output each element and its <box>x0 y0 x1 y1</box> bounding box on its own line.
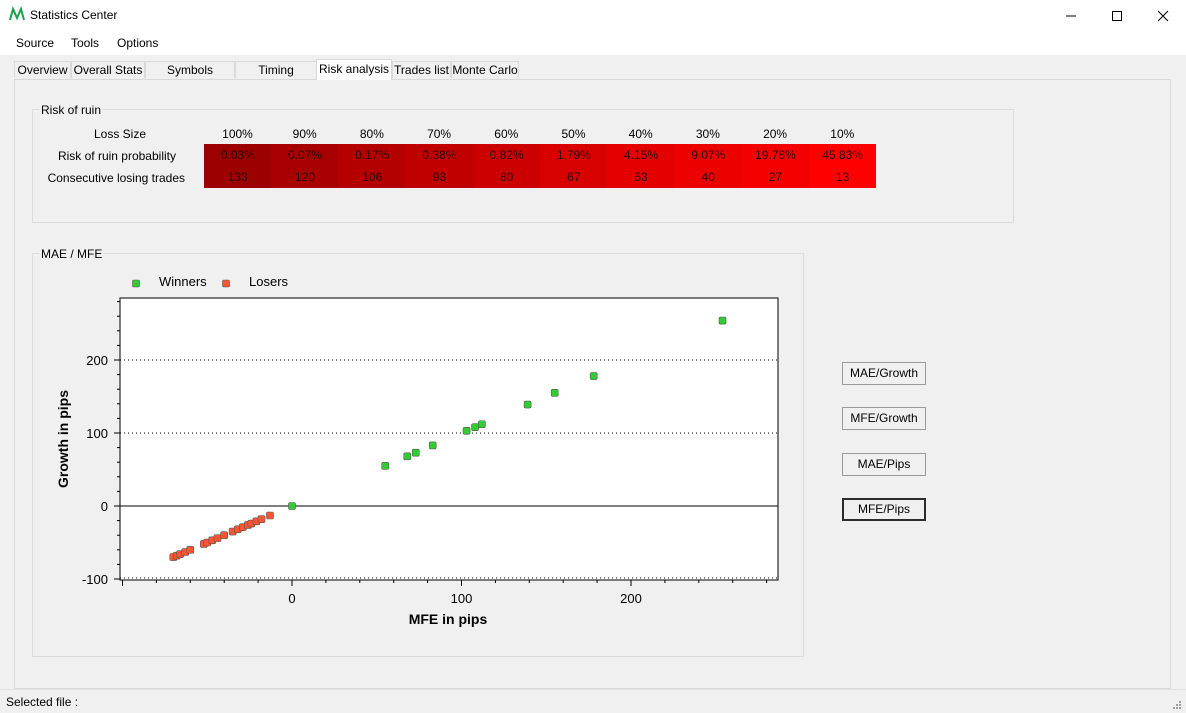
losing-trades-cell: 120 <box>271 166 339 188</box>
y-tick-label: -100 <box>82 572 108 587</box>
menu-options[interactable]: Options <box>117 36 159 50</box>
losing-trades-label: Consecutive losing trades <box>47 171 185 185</box>
y-tick-label: 100 <box>86 426 108 441</box>
minimize-button[interactable] <box>1048 0 1094 31</box>
losing-trades-cell: 93 <box>405 166 474 188</box>
loser-point <box>213 534 222 542</box>
probability-cell: 0.07% <box>271 144 339 166</box>
y-tick-label: 200 <box>86 353 108 368</box>
winner-point <box>462 427 471 435</box>
loss-size-header: 30% <box>695 127 720 141</box>
probability-cell: 19.78% <box>741 144 810 166</box>
tab-trades-list[interactable]: Trades list <box>392 61 451 78</box>
close-icon <box>1157 10 1169 22</box>
tab-overview[interactable]: Overview <box>14 61 71 78</box>
menu-tools[interactable]: Tools <box>71 36 100 50</box>
losing-trades-cell: 53 <box>607 166 675 188</box>
x-tick-label: 0 <box>288 591 295 606</box>
probability-cell: 0.82% <box>472 144 541 166</box>
y-axis-label: Growth in pips <box>55 390 71 488</box>
tab-overall-stats[interactable]: Overall Stats <box>71 61 145 78</box>
winner-point <box>589 372 598 380</box>
loss-size-header: 50% <box>561 127 586 141</box>
mae-pips-button[interactable]: MAE/Pips <box>842 453 926 476</box>
probability-cell: 0.03% <box>204 144 272 166</box>
loss-size-header: 90% <box>292 127 317 141</box>
loss-size-header: 20% <box>763 127 788 141</box>
x-axis-label: MFE in pips <box>409 611 488 627</box>
mae-growth-button[interactable]: MAE/Growth <box>842 362 926 385</box>
losing-trades-cell: 27 <box>741 166 810 188</box>
mae-mfe-group: MAE / MFE <box>32 247 804 657</box>
probability-cell: 9.07% <box>674 144 743 166</box>
winner-point <box>523 400 532 409</box>
probability-cell: 4.15% <box>607 144 675 166</box>
winner-point <box>381 462 390 470</box>
app-logo-icon <box>9 6 25 21</box>
probability-cell: 0.17% <box>338 144 407 166</box>
loss-size-header: 60% <box>494 127 519 141</box>
close-button[interactable] <box>1140 0 1186 31</box>
risk-probability-label: Risk of ruin probability <box>57 149 176 163</box>
loss-size-header: 40% <box>628 127 653 141</box>
legend-label: Losers <box>249 274 289 289</box>
legend-marker <box>222 279 230 288</box>
winner-point <box>471 423 479 431</box>
x-tick-label: 200 <box>620 591 642 606</box>
maximize-button[interactable] <box>1094 0 1140 31</box>
probability-cell: 0.38% <box>405 144 474 166</box>
loss-size-label: Loss Size <box>93 127 146 141</box>
loss-size-header: 70% <box>427 127 452 141</box>
winner-point <box>478 420 486 429</box>
risk-of-ruin-label: Risk of ruin <box>39 103 104 117</box>
probability-cell: 1.79% <box>540 144 608 166</box>
window-title: Statistics Center <box>30 8 118 22</box>
loss-size-header: 10% <box>830 127 855 141</box>
winner-point <box>550 389 559 397</box>
probability-cell: 45.83% <box>808 144 877 166</box>
minimize-icon <box>1066 15 1076 17</box>
mae-mfe-label: MAE / MFE <box>39 247 105 261</box>
tab-risk-analysis[interactable]: Risk analysis <box>316 59 392 80</box>
selected-file-label: Selected file : <box>6 695 79 709</box>
risk-of-ruin-group: Risk of ruin <box>32 103 1014 223</box>
winner-point <box>288 502 296 510</box>
winner-point <box>411 448 420 457</box>
legend-marker <box>132 279 140 288</box>
winner-point <box>428 441 437 450</box>
tab-monte-carlo[interactable]: Monte Carlo <box>451 61 519 78</box>
loser-point <box>257 515 266 523</box>
loser-point <box>186 545 195 554</box>
loss-size-header: 100% <box>222 127 253 141</box>
losing-trades-cell: 40 <box>674 166 743 188</box>
menu-bar: Source Tools Options <box>0 31 1186 55</box>
title-bar: Statistics Center <box>0 0 1186 31</box>
legend-label: Winners <box>159 274 207 289</box>
menu-source[interactable]: Source <box>16 36 55 50</box>
losing-trades-cell: 106 <box>338 166 407 188</box>
mfe-growth-button[interactable]: MFE/Growth <box>842 407 926 430</box>
loser-point <box>266 511 274 520</box>
loss-size-header: 80% <box>359 127 384 141</box>
x-tick-label: 100 <box>451 591 473 606</box>
losing-trades-cell: 133 <box>204 166 272 188</box>
losing-trades-cell: 80 <box>472 166 541 188</box>
winner-point <box>403 452 412 461</box>
losing-trades-cell: 13 <box>808 166 877 188</box>
winner-point <box>718 316 727 325</box>
resize-grip-icon[interactable] <box>1172 700 1182 710</box>
status-bar: Selected file : <box>0 689 1186 713</box>
maximize-icon <box>1112 11 1122 21</box>
mfe-pips-button[interactable]: MFE/Pips <box>842 498 926 521</box>
loser-point <box>220 531 228 540</box>
losing-trades-cell: 67 <box>540 166 608 188</box>
y-tick-label: 0 <box>101 499 108 514</box>
